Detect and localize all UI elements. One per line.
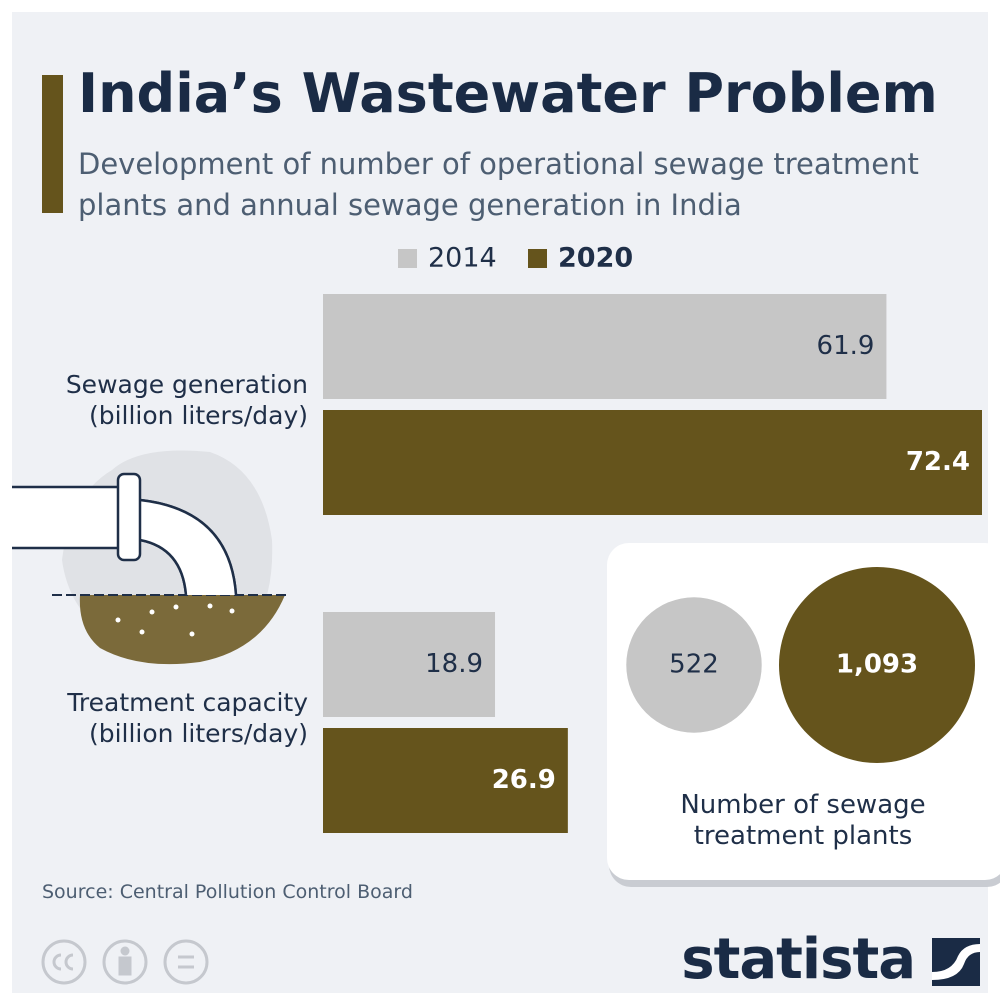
- title: India’s Wastewater Problem: [78, 62, 938, 125]
- bar: [323, 294, 886, 399]
- legend-label: 2014: [428, 243, 497, 274]
- value-label: 522: [669, 650, 719, 680]
- accent-bar: [42, 75, 63, 213]
- legend-swatch: [528, 249, 547, 268]
- bubble-title: Number of sewage treatment plants: [663, 790, 943, 852]
- value-label: 18.9: [425, 649, 483, 679]
- page: statista 2014 2020 61.9 72.4 18.9 26.9 522 1,09…: [0, 0, 1000, 1005]
- category-label: Sewage generation (billion liters/day): [8, 369, 308, 431]
- value-label: 26.9: [492, 765, 556, 795]
- brand-icon: [932, 938, 980, 986]
- source: Source: Central Pollution Control Board: [42, 881, 413, 903]
- category-label: Treatment capacity (billion liters/day): [8, 687, 308, 749]
- value-label: 61.9: [817, 331, 875, 361]
- legend-label: 2020: [558, 243, 633, 274]
- subtitle: Development of number of operational sew…: [78, 144, 958, 226]
- value-label: 72.4: [906, 447, 970, 477]
- legend-swatch: [398, 249, 417, 268]
- value-label: 1,093: [836, 650, 918, 680]
- brand: statista: [681, 927, 915, 992]
- bar: [323, 410, 982, 515]
